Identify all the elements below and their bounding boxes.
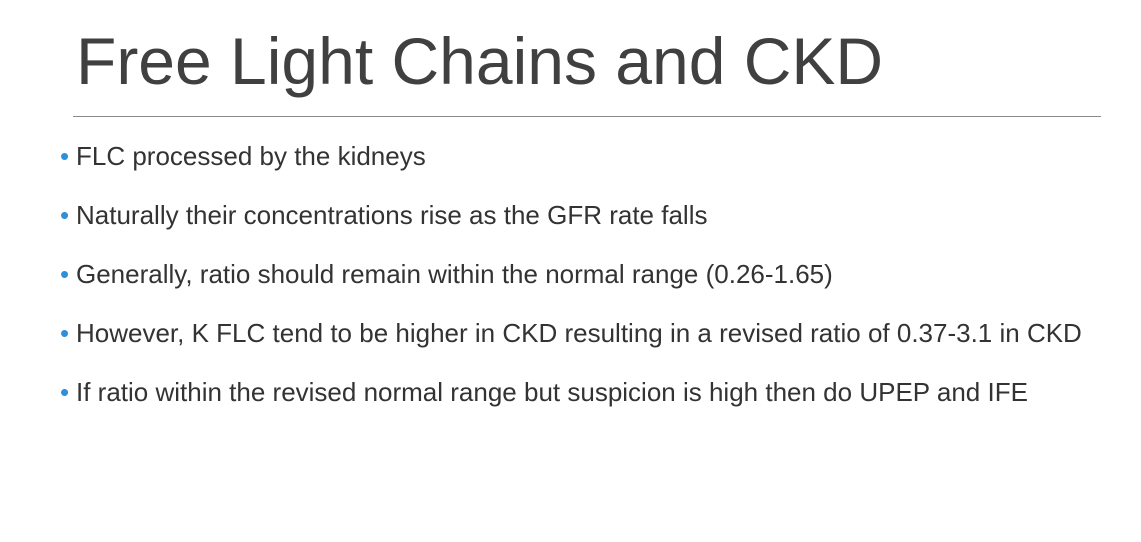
bullet-text: However, K FLC tend to be higher in CKD … [76,318,1082,348]
bullet-marker: • [60,318,70,348]
bullet-text: Naturally their concentrations rise as t… [76,200,708,230]
bullet-item: • However, K FLC tend to be higher in CK… [60,317,1120,350]
bullet-marker: • [60,259,70,289]
bullet-item: • If ratio within the revised normal ran… [60,376,1120,409]
bullet-list: • FLC processed by the kidneys • Natural… [60,140,1120,435]
bullet-marker: • [60,377,70,407]
bullet-text: If ratio within the revised normal range… [76,377,1028,407]
bullet-item: • FLC processed by the kidneys [60,140,1120,173]
bullet-marker: • [60,141,70,171]
bullet-marker: • [60,200,70,230]
title-divider [73,116,1101,117]
bullet-item: • Naturally their concentrations rise as… [60,199,1120,232]
bullet-text: FLC processed by the kidneys [76,141,426,171]
bullet-text: Generally, ratio should remain within th… [76,259,833,289]
slide-title: Free Light Chains and CKD [76,24,884,98]
bullet-item: • Generally, ratio should remain within … [60,258,1120,291]
